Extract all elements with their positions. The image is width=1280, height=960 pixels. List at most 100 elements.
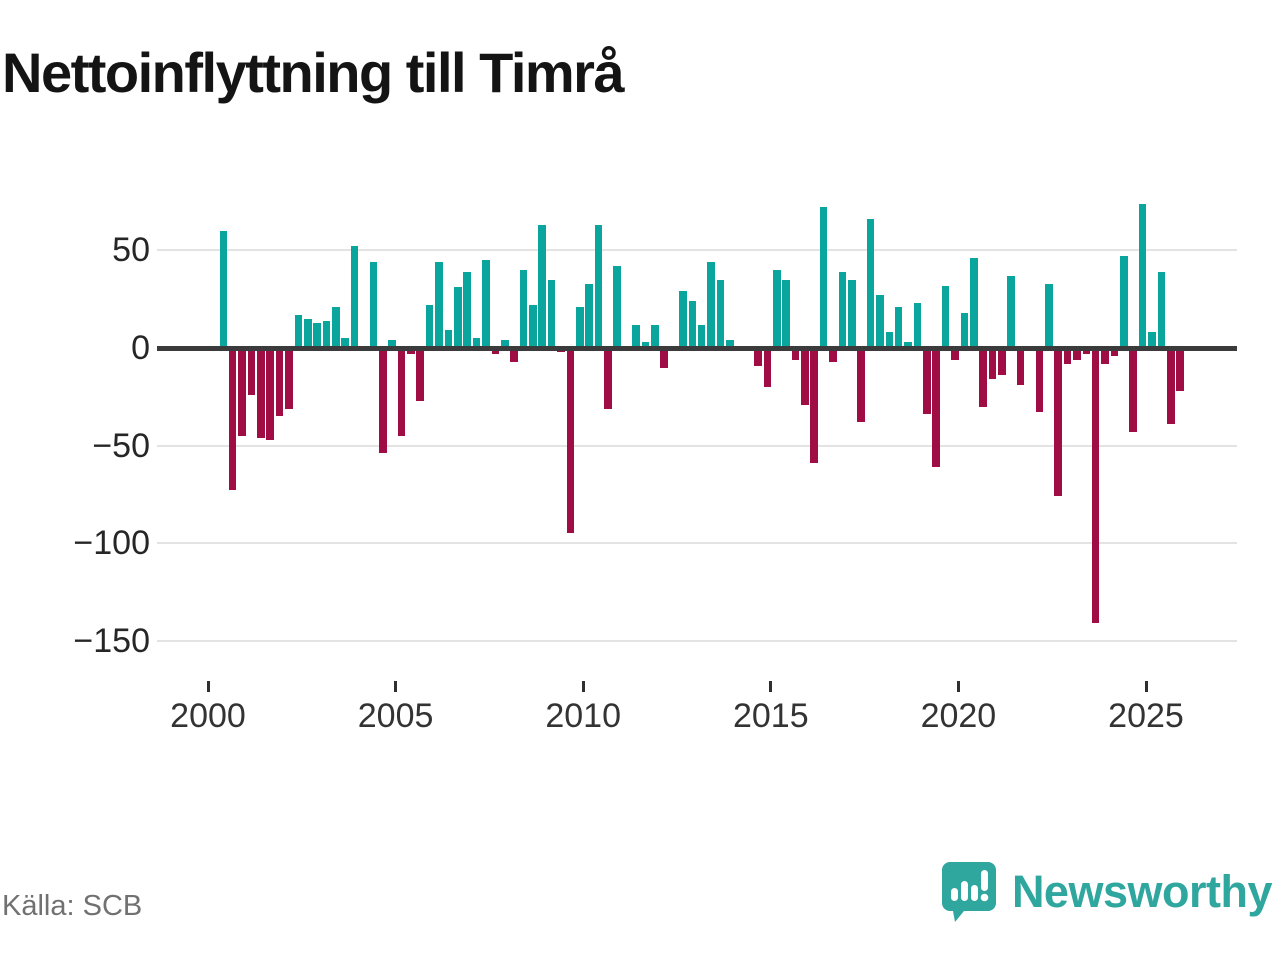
bar-2024-K2 [1120,256,1128,348]
gridline-50 [157,249,1237,252]
chart-title: Nettoinflyttning till Timrå [2,41,625,104]
bar-2022-K2 [1044,283,1053,348]
x-tick-2015 [769,681,773,692]
bar-2013-K3 [716,279,725,348]
bar-2000-K2 [219,230,228,348]
bar-2018-K1 [885,332,894,348]
y-tick-label--100: −100 [73,524,150,563]
y-tick-label-50: 50 [112,231,150,270]
bar-2008-K2 [519,269,528,348]
bar-2008-K4 [538,225,547,348]
bar-2021-K2 [1007,275,1016,348]
bar-2017-K2 [857,348,865,423]
bar-2012-K3 [679,291,687,348]
bar-2021-K3 [1016,348,1025,386]
bar-2001-K1 [247,348,256,395]
zero-baseline [157,345,1237,351]
bar-2015-K4 [801,348,809,405]
bar-2016-K2 [819,207,828,348]
x-tick-2000 [206,681,210,692]
gridline--100 [157,542,1237,545]
bar-2011-K4 [651,324,659,348]
x-tick-label-2020: 2020 [920,697,997,735]
bar-2023-K1 [1073,348,1081,360]
bar-2019-K2 [932,348,940,468]
bar-2014-K4 [763,348,772,388]
bar-2017-K3 [866,219,875,348]
bar-2004-K2 [369,262,378,348]
bar-2022-K4 [1063,348,1072,364]
bar-2002-K3 [303,318,312,348]
x-tick-2010 [581,681,585,692]
bar-2003-K1 [322,320,331,348]
bar-2002-K4 [313,322,321,348]
bar-2006-K4 [463,271,471,348]
x-tick-2005 [394,681,398,692]
bar-2017-K4 [876,295,884,348]
bar-2023-K3 [1091,348,1100,624]
bar-2023-K4 [1101,348,1109,364]
bar-2000-K3 [228,348,237,491]
bar-2018-K3 [904,342,912,348]
bar-2017-K1 [847,279,856,348]
x-tick-label-2005: 2005 [357,697,434,735]
bar-2005-K1 [397,348,406,436]
bar-2003-K3 [341,338,350,348]
bar-2024-K4 [1138,203,1147,348]
bar-2021-K1 [998,348,1006,376]
bar-2002-K1 [285,348,293,409]
y-tick-label--50: −50 [92,426,150,465]
bar-2025-K2 [1157,271,1166,348]
bar-2009-K1 [547,279,556,348]
bar-2003-K2 [332,307,340,348]
bar-2014-K3 [754,348,762,366]
bar-2007-K1 [472,338,481,348]
bar-2020-K1 [960,312,969,348]
bar-2013-K4 [726,340,734,348]
bar-2018-K2 [894,307,903,348]
x-tick-2025 [1144,681,1148,692]
bar-2007-K4 [500,340,509,348]
bar-2010-K2 [594,225,603,348]
newsworthy-logo-link[interactable]: Newsworthy [940,860,1273,924]
bar-2018-K4 [913,303,922,348]
bar-2006-K3 [454,287,462,348]
bar-2001-K2 [257,348,265,438]
bar-2015-K1 [772,269,781,348]
bar-2020-K3 [979,348,987,407]
bar-2004-K3 [378,348,387,454]
x-tick-label-2015: 2015 [732,697,809,735]
gridline--150 [157,639,1237,642]
bar-2024-K1 [1110,348,1119,356]
bar-2025-K1 [1148,332,1156,348]
bar-2005-K3 [416,348,425,401]
bar-2006-K1 [435,262,443,348]
bar-2008-K3 [529,305,537,348]
bar-2025-K4 [1176,348,1184,391]
bar-2005-K2 [407,348,415,354]
x-tick-label-2010: 2010 [545,697,621,735]
bar-2020-K2 [969,258,978,348]
bar-2019-K4 [951,348,959,360]
bar-2022-K1 [1035,348,1044,413]
source-note: Källa: SCB [2,890,143,922]
bar-2000-K4 [238,348,246,436]
x-tick-label-2025: 2025 [1108,697,1184,735]
bar-2010-K4 [613,266,622,348]
bar-2012-K1 [660,348,668,368]
bar-2009-K4 [575,307,584,348]
bar-2001-K4 [275,348,284,417]
bar-2010-K3 [604,348,612,409]
bar-2003-K4 [350,246,359,348]
bar-2011-K2 [632,324,640,348]
bar-2001-K3 [266,348,274,440]
bar-2016-K1 [810,348,819,464]
bar-2019-K3 [941,285,950,348]
x-tick-label-2000: 2000 [170,697,246,735]
bar-2007-K3 [491,348,500,354]
y-tick-label-0: 0 [131,329,150,367]
newsworthy-wordmark: Newsworthy [1011,866,1273,917]
bar-2009-K3 [566,348,575,534]
